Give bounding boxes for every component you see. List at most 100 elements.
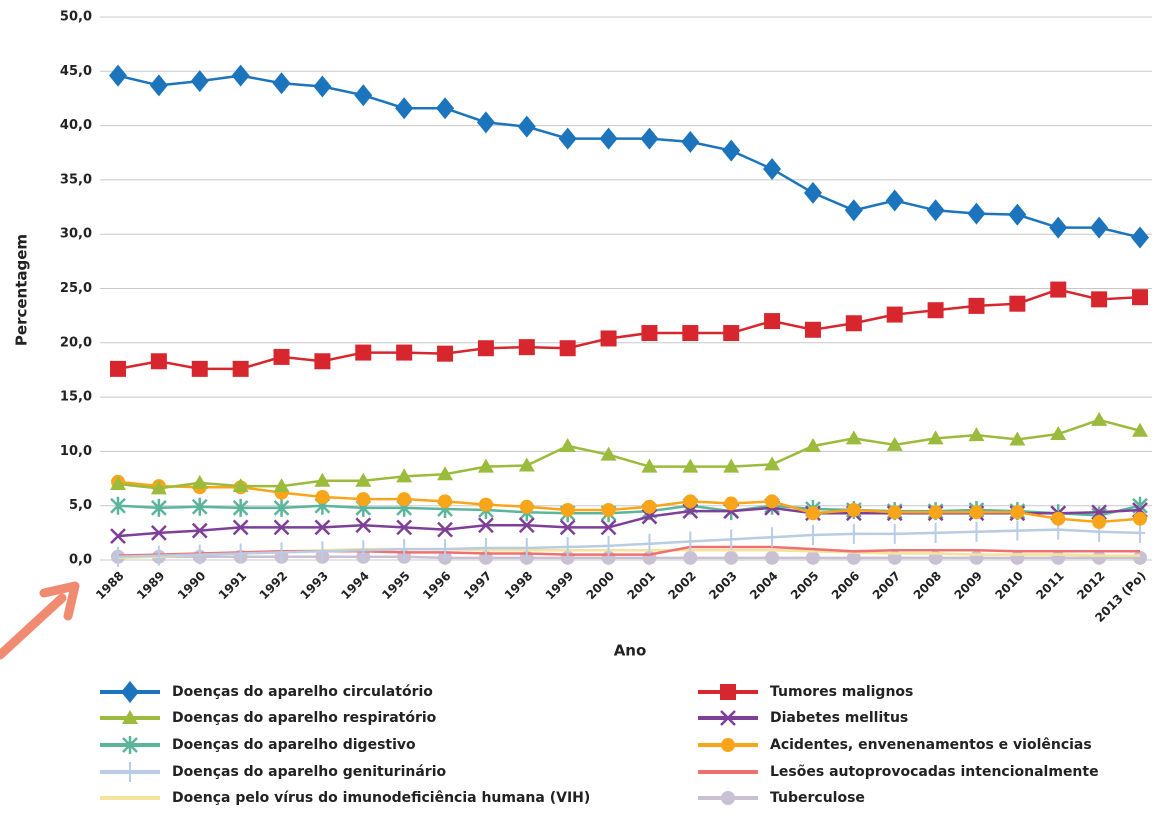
y-tick-label: 50,0 (60, 10, 92, 25)
marker (763, 158, 782, 181)
marker (478, 497, 493, 512)
legend-label: Tumores malignos (770, 684, 913, 700)
marker (559, 519, 576, 536)
marker (517, 115, 536, 138)
x-tick-label: 1995 (379, 569, 413, 603)
marker (518, 339, 535, 356)
marker (153, 545, 164, 566)
marker (600, 519, 617, 536)
legend-label: Doença pelo vírus do imunodeficiência hu… (172, 790, 590, 806)
x-tick-label: 2002 (665, 569, 699, 603)
marker (232, 519, 249, 536)
marker (314, 353, 331, 370)
marker (885, 189, 904, 212)
marker (355, 517, 372, 534)
marker (521, 538, 532, 559)
marker (560, 503, 575, 518)
marker (1010, 550, 1025, 565)
marker (845, 315, 862, 332)
y-tick-label: 0,0 (69, 553, 92, 568)
series-line (117, 504, 1141, 517)
marker (844, 199, 863, 222)
marker (437, 345, 454, 362)
legend-item: Doenças do aparelho circulatório (100, 681, 433, 703)
marker (518, 517, 535, 534)
marker (150, 524, 167, 541)
marker (886, 306, 903, 323)
marker (807, 525, 818, 546)
marker (1091, 291, 1108, 308)
marker (1009, 295, 1026, 312)
marker (1049, 216, 1068, 239)
legend-item: Acidentes, envenenamentos e violências (698, 737, 1092, 753)
marker (194, 544, 205, 565)
marker (191, 522, 208, 539)
series (113, 519, 1145, 567)
legend-item: Tuberculose (698, 790, 865, 806)
y-tick-label: 35,0 (60, 172, 92, 187)
marker (478, 517, 494, 534)
x-tick-label: 1998 (502, 569, 536, 603)
marker (1008, 203, 1027, 226)
marker (477, 458, 494, 473)
marker (845, 430, 862, 445)
marker (1051, 511, 1066, 526)
marker (968, 427, 985, 442)
x-tick-label: 2005 (788, 569, 822, 603)
marker (930, 522, 941, 543)
series-line (117, 288, 1141, 371)
marker (723, 458, 740, 473)
marker (805, 550, 820, 565)
marker (846, 550, 861, 565)
x-axis-label: Ano (614, 642, 647, 660)
x-tick-label: 1999 (543, 569, 577, 603)
series-line (117, 528, 1141, 558)
marker (315, 490, 330, 505)
marker (1050, 426, 1067, 441)
marker (358, 540, 369, 561)
marker (720, 684, 736, 700)
marker (1050, 281, 1067, 298)
marker (440, 539, 451, 560)
marker (1091, 411, 1108, 426)
marker (122, 736, 138, 754)
marker (682, 458, 699, 473)
marker (232, 498, 249, 517)
marker (191, 360, 208, 377)
marker (685, 531, 696, 552)
x-tick-label: 2003 (706, 569, 740, 603)
marker (726, 529, 737, 550)
marker (926, 199, 945, 222)
marker (519, 499, 534, 514)
marker (724, 550, 739, 565)
marker (558, 127, 577, 150)
x-tick-label: 1989 (134, 569, 168, 603)
marker (1051, 550, 1066, 565)
marker (354, 84, 373, 107)
marker (150, 353, 167, 370)
marker (971, 521, 982, 542)
marker (969, 505, 984, 520)
marker (641, 458, 658, 473)
marker (149, 74, 168, 97)
marker (437, 521, 453, 538)
series (110, 496, 1148, 525)
marker (1133, 550, 1147, 565)
marker (600, 446, 617, 461)
marker (477, 340, 494, 357)
y-tick-label: 25,0 (60, 281, 92, 296)
x-tick-label: 1994 (338, 569, 372, 603)
x-tick-label: 1992 (257, 569, 291, 603)
marker (480, 538, 491, 559)
marker (109, 64, 127, 87)
marker (804, 437, 821, 452)
marker (110, 496, 126, 515)
marker (765, 494, 780, 509)
x-tick-label: 2011 (1033, 569, 1067, 603)
y-tick-label: 30,0 (60, 227, 92, 242)
marker (232, 360, 249, 377)
y-axis-label: Percentagem (13, 234, 31, 346)
marker (767, 527, 778, 548)
series-line (117, 74, 1141, 239)
marker (642, 499, 657, 514)
